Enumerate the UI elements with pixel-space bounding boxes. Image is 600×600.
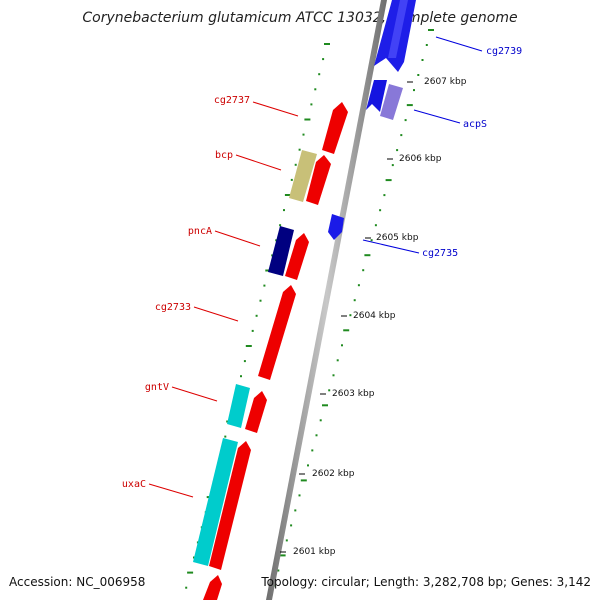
gene-feature-trna-gntV bbox=[227, 384, 250, 428]
gene-label-cg2737[interactable]: cg2737 bbox=[214, 95, 250, 106]
genome-backbone bbox=[266, 0, 387, 600]
gene-label-pncA[interactable]: pncA bbox=[188, 226, 212, 237]
scale-tick-label: 2607 kbp bbox=[424, 77, 467, 87]
scale-tick-label: 2605 kbp bbox=[376, 233, 419, 243]
genome-summary-text: Topology: circular; Length: 3,282,708 bp… bbox=[260, 575, 591, 589]
label-leader bbox=[235, 154, 282, 171]
label-leader bbox=[252, 101, 299, 117]
reverse-strand-features bbox=[328, 0, 416, 240]
gene-feature-cg2737 bbox=[322, 102, 348, 154]
gene-feature-misc bbox=[268, 226, 294, 276]
scale-tick-label: 2604 kbp bbox=[353, 311, 396, 321]
scale-ticks: 2607 kbp 2606 kbp 2605 kbp 2604 kbp 2603… bbox=[280, 77, 467, 557]
scale-tick-label: 2602 kbp bbox=[312, 469, 355, 479]
label-leader bbox=[148, 483, 194, 498]
inner-tick-ring bbox=[273, 29, 434, 587]
gene-feature-cg2733 bbox=[258, 285, 296, 380]
gene-feature-cg2735 bbox=[328, 214, 344, 240]
gene-label-bcp[interactable]: bcp bbox=[215, 150, 233, 161]
label-leader bbox=[435, 36, 483, 52]
label-leader bbox=[214, 230, 261, 247]
gene-label-acpS[interactable]: acpS bbox=[463, 119, 487, 130]
gene-feature-acpS bbox=[366, 80, 387, 112]
scale-tick-label: 2606 kbp bbox=[399, 154, 442, 164]
gene-label-cg2735[interactable]: cg2735 bbox=[422, 248, 458, 259]
gene-feature-trna-uxaC bbox=[193, 438, 238, 566]
gene-feature-bcp bbox=[306, 155, 331, 205]
gene-label-uxaC[interactable]: uxaC bbox=[122, 479, 146, 490]
reverse-gene-labels: cg2739 acpS cg2735 bbox=[362, 36, 522, 259]
gene-feature-partial bbox=[203, 575, 222, 600]
gene-label-cg2733[interactable]: cg2733 bbox=[155, 302, 191, 313]
gene-label-gntV[interactable]: gntV bbox=[145, 382, 169, 393]
forward-strand-features bbox=[193, 102, 348, 600]
map-title: Corynebacterium glutamicum ATCC 13032, c… bbox=[82, 10, 517, 26]
scale-tick-label: 2601 kbp bbox=[293, 547, 336, 557]
gene-feature-pncA bbox=[285, 233, 309, 280]
label-leader bbox=[413, 109, 461, 124]
scale-tick-label: 2603 kbp bbox=[332, 389, 375, 399]
forward-gene-labels: cg2737 bcp pncA cg2733 gntV uxaC bbox=[122, 95, 299, 498]
label-leader bbox=[171, 386, 218, 402]
accession-text: Accession: NC_006958 bbox=[9, 575, 145, 589]
gene-feature-cg2739-highlight bbox=[388, 0, 408, 58]
gene-feature-acpS-neighbor bbox=[380, 84, 403, 120]
gene-feature-uxaC bbox=[209, 441, 251, 570]
label-leader bbox=[193, 306, 239, 322]
gene-feature-gntV bbox=[245, 391, 267, 433]
label-leader bbox=[362, 239, 420, 254]
gene-label-cg2739[interactable]: cg2739 bbox=[486, 46, 522, 57]
gene-feature-rrna bbox=[289, 150, 317, 202]
